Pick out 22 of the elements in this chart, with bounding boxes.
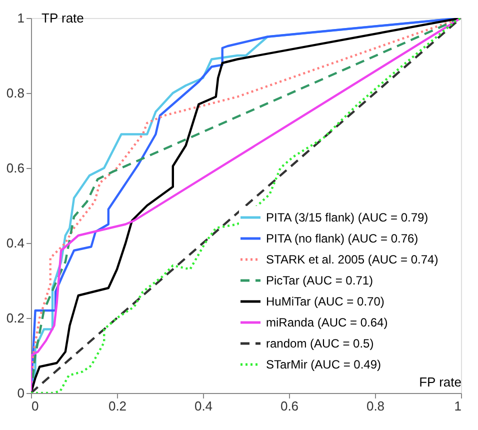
y-tick-label: 0.4 — [6, 236, 24, 250]
y-tick-label: 0.8 — [6, 86, 24, 100]
legend-label: PicTar (AUC = 0.71) — [266, 274, 374, 288]
y-tick-label: 0.6 — [6, 160, 24, 176]
legend-label: STARK et al. 2005 (AUC = 0.74) — [266, 252, 438, 266]
y-tick-label: 0.2 — [6, 310, 24, 326]
legend-label: HuMiTar (AUC = 0.70) — [266, 294, 384, 308]
legend-label: miRanda (AUC = 0.64) — [266, 316, 388, 330]
legend-label: random (AUC = 0.5) — [266, 336, 374, 350]
x-tick-label: 0.4 — [194, 398, 213, 414]
legend-label: PITA (no flank) (AUC = 0.76) — [266, 232, 418, 246]
y-tick-label: 0 — [17, 386, 24, 400]
y-tick-label: 1 — [17, 10, 24, 26]
y-axis-title: TP rate — [42, 10, 84, 26]
x-tick-label: 0.6 — [280, 398, 299, 414]
x-tick-label: 0.2 — [108, 398, 127, 414]
legend-label: PITA (3/15 flank) (AUC = 0.79) — [266, 210, 428, 224]
x-tick-label: 0 — [32, 398, 39, 414]
x-tick-label: 1 — [454, 398, 462, 414]
x-axis-title: FP rate — [419, 374, 462, 390]
legend-label: STarMir (AUC = 0.49) — [266, 358, 382, 372]
x-tick-label: 0.8 — [366, 398, 385, 414]
